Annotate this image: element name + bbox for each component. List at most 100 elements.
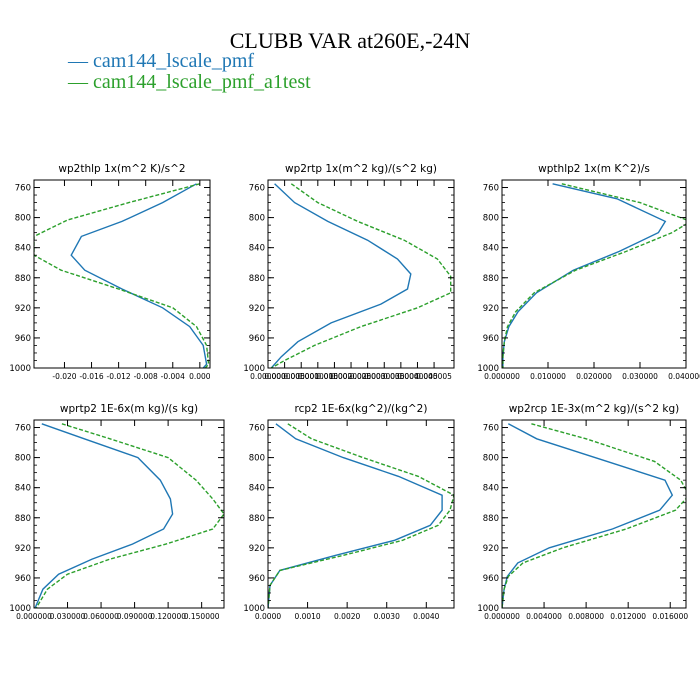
y-tick-label: 920 (483, 544, 499, 554)
x-tick-label: 0.000000 (16, 612, 52, 621)
series-line-2 (502, 423, 686, 608)
y-tick-label: 840 (15, 484, 31, 494)
plot-frame (33, 179, 211, 369)
y-tick-label: 840 (249, 484, 265, 494)
x-tick-label: 0.000000 (250, 372, 286, 381)
plot-frame (501, 179, 687, 369)
subplot-6: wp2rcp 1E-3x(m^2 kg)/(s^2 kg) 760 800 840 88… (477, 403, 688, 621)
y-tick-label: 1000 (243, 604, 265, 614)
x-tick-label: 0.090000 (117, 612, 153, 621)
subplot-3: wpthlp2 1x(m K^2)/s 760 800 840 880 920 960 100… (477, 163, 700, 381)
y-tick-label: 960 (483, 334, 499, 344)
series-line-1 (268, 423, 443, 608)
x-tick-label: 0.120000 (150, 612, 186, 621)
y-tick-label: 840 (249, 244, 265, 254)
y-tick-label: 880 (483, 274, 499, 284)
y-tick-label: 960 (15, 334, 31, 344)
y-tick-label: 880 (15, 514, 31, 524)
x-tick-label: 0.008000 (568, 612, 604, 621)
subplot-title: wp2rcp 1E-3x(m^2 kg)/(s^2 kg) (509, 403, 680, 415)
series-line-1 (502, 183, 667, 368)
subplot-title: rcp2 1E-6x(kg^2)/(kg^2) (295, 403, 428, 415)
x-tick-label: 0.0030 (374, 612, 400, 621)
x-tick-label: 0.000000 (484, 612, 520, 621)
y-tick-label: 760 (249, 424, 265, 434)
x-tick-label: 0.150000 (184, 612, 220, 621)
x-tick-label: 0.0000 (255, 612, 281, 621)
y-tick-label: 1000 (9, 604, 31, 614)
y-tick-label: 880 (249, 514, 265, 524)
y-tick-label: 800 (249, 214, 265, 224)
subplot-4: wprtp2 1E-6x(m kg)/(s kg) 760 800 840 880 920… (9, 403, 225, 621)
plot-frame (501, 419, 687, 609)
x-tick-label: 0.0000045 (397, 372, 438, 381)
series-line-1 (502, 423, 674, 608)
x-tick-label: 0.0040 (413, 612, 439, 621)
plot-frame (33, 419, 225, 609)
series-line-1 (34, 423, 174, 608)
x-tick-label: 0.000003 (350, 372, 386, 381)
legend-entry-series-2: — cam144_lscale_pmf_a1test (68, 71, 311, 93)
x-tick-label: -0.008 (134, 372, 158, 381)
y-tick-label: 960 (483, 574, 499, 584)
y-tick-label: 800 (15, 454, 31, 464)
x-tick-label: 0.000000 (484, 372, 520, 381)
y-tick-label: 760 (483, 424, 499, 434)
x-tick-label: 0.000002 (317, 372, 353, 381)
y-tick-label: 920 (249, 304, 265, 314)
y-tick-label: 920 (483, 304, 499, 314)
series-line-1 (70, 183, 208, 368)
x-tick-label: 0.030000 (50, 612, 86, 621)
y-tick-label: 800 (483, 454, 499, 464)
y-tick-label: 880 (15, 274, 31, 284)
y-tick-label: 760 (483, 184, 499, 194)
series-line-2 (34, 183, 210, 368)
series-line-1 (270, 183, 412, 368)
x-tick-label: 0.030000 (622, 372, 658, 381)
subplot-title: wprtp2 1E-6x(m kg)/(s kg) (60, 403, 198, 415)
x-tick-label: 0.016000 (652, 612, 688, 621)
x-tick-label: -0.012 (107, 372, 131, 381)
y-tick-label: 1000 (9, 364, 31, 374)
y-tick-label: 800 (15, 214, 31, 224)
x-tick-label: -0.016 (79, 372, 103, 381)
y-tick-label: 760 (15, 424, 31, 434)
subplot-1: wp2thlp 1x(m^2 K)/s^2 760 800 840 880 920 960 1… (9, 163, 210, 381)
y-tick-label: 920 (249, 544, 265, 554)
y-tick-label: 800 (483, 214, 499, 224)
legend-entry-series-1: — cam144_lscale_pmf (68, 50, 255, 72)
x-tick-label: 0.0000035 (364, 372, 405, 381)
figure-title: CLUBB VAR at260E,-24N (229, 28, 471, 53)
y-tick-label: 1000 (243, 364, 265, 374)
x-tick-label: 0.060000 (83, 612, 119, 621)
series-line-2 (270, 183, 452, 368)
x-tick-label: 0.0020 (334, 612, 360, 621)
x-tick-label: 0.000005 (416, 372, 452, 381)
x-tick-label: 0.020000 (576, 372, 612, 381)
x-tick-label: 0.004000 (526, 612, 562, 621)
plot-frame (267, 179, 455, 369)
subplot-5: rcp2 1E-6x(kg^2)/(kg^2) 760 800 840 880 920 96… (243, 403, 455, 621)
subplot-title: wpthlp2 1x(m K^2)/s (538, 163, 650, 175)
x-tick-label: -0.004 (161, 372, 185, 381)
x-tick-label: 0.000004 (383, 372, 419, 381)
x-tick-label: 0.0000015 (298, 372, 339, 381)
x-tick-label: 0.0000005 (264, 372, 305, 381)
y-tick-label: 880 (249, 274, 265, 284)
x-tick-label: 0.000 (189, 372, 211, 381)
y-tick-label: 920 (15, 304, 31, 314)
subplot-2: wp2rtp 1x(m^2 kg)/(s^2 kg) 760 800 840 880 92… (243, 163, 455, 381)
y-tick-label: 960 (249, 574, 265, 584)
y-tick-label: 960 (249, 334, 265, 344)
y-tick-label: 880 (483, 514, 499, 524)
y-tick-label: 800 (249, 454, 265, 464)
y-tick-label: 760 (15, 184, 31, 194)
subplot-title: wp2thlp 1x(m^2 K)/s^2 (58, 163, 185, 175)
y-tick-label: 960 (15, 574, 31, 584)
x-tick-label: 0.000001 (283, 372, 319, 381)
x-tick-label: 0.0010 (294, 612, 320, 621)
y-tick-label: 840 (483, 484, 499, 494)
x-tick-label: 0.012000 (610, 612, 646, 621)
